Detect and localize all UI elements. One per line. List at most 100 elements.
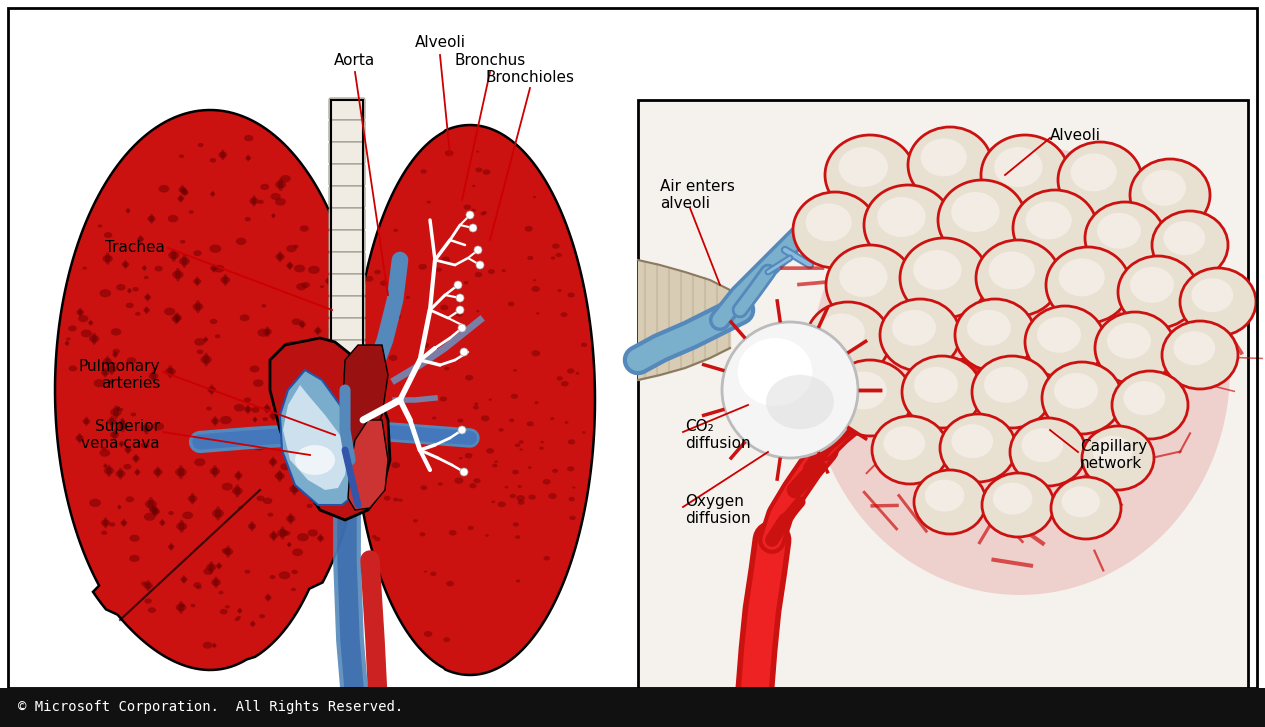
Ellipse shape — [175, 468, 187, 476]
Ellipse shape — [339, 401, 343, 404]
Ellipse shape — [806, 302, 891, 378]
Ellipse shape — [144, 598, 152, 603]
Ellipse shape — [168, 252, 180, 260]
Ellipse shape — [148, 373, 158, 379]
Ellipse shape — [531, 286, 540, 292]
Ellipse shape — [330, 449, 336, 462]
Ellipse shape — [218, 562, 220, 570]
Ellipse shape — [1163, 321, 1238, 389]
Ellipse shape — [153, 422, 164, 430]
Ellipse shape — [77, 433, 82, 443]
Ellipse shape — [419, 264, 426, 270]
Text: Air enters
alveoli: Air enters alveoli — [660, 179, 735, 212]
Ellipse shape — [262, 304, 266, 308]
Ellipse shape — [315, 496, 321, 509]
Ellipse shape — [388, 355, 397, 361]
Ellipse shape — [249, 366, 259, 372]
Ellipse shape — [200, 356, 211, 364]
Ellipse shape — [473, 406, 479, 409]
Ellipse shape — [497, 502, 506, 507]
Ellipse shape — [476, 227, 479, 229]
Ellipse shape — [211, 191, 214, 197]
Ellipse shape — [567, 466, 574, 471]
Ellipse shape — [178, 520, 185, 533]
Ellipse shape — [119, 442, 124, 446]
FancyBboxPatch shape — [329, 252, 366, 274]
Ellipse shape — [94, 379, 105, 387]
Ellipse shape — [474, 403, 478, 405]
Ellipse shape — [526, 422, 534, 426]
Ellipse shape — [331, 496, 342, 503]
Ellipse shape — [839, 147, 888, 187]
Ellipse shape — [132, 456, 140, 461]
Ellipse shape — [476, 150, 479, 153]
Ellipse shape — [118, 506, 121, 508]
Ellipse shape — [244, 135, 253, 141]
Ellipse shape — [474, 246, 482, 254]
Text: Trachea: Trachea — [105, 241, 164, 255]
Ellipse shape — [509, 419, 514, 422]
Ellipse shape — [100, 449, 110, 457]
FancyBboxPatch shape — [329, 274, 366, 296]
Ellipse shape — [951, 424, 993, 458]
Ellipse shape — [216, 563, 223, 568]
Ellipse shape — [1054, 373, 1098, 409]
Ellipse shape — [364, 489, 371, 493]
Ellipse shape — [511, 394, 517, 399]
Ellipse shape — [939, 180, 1026, 260]
Ellipse shape — [237, 616, 240, 619]
Ellipse shape — [993, 483, 1032, 515]
Ellipse shape — [196, 436, 206, 443]
Ellipse shape — [220, 416, 231, 425]
Ellipse shape — [213, 644, 216, 647]
Ellipse shape — [205, 337, 207, 342]
Ellipse shape — [277, 425, 283, 428]
Ellipse shape — [154, 507, 158, 517]
Ellipse shape — [473, 478, 481, 483]
Ellipse shape — [486, 534, 490, 537]
Ellipse shape — [182, 187, 186, 196]
Ellipse shape — [902, 356, 982, 428]
Ellipse shape — [469, 483, 477, 489]
Ellipse shape — [176, 523, 187, 530]
Ellipse shape — [476, 310, 479, 313]
Ellipse shape — [1152, 211, 1228, 279]
Ellipse shape — [195, 338, 205, 346]
Text: Bronchus: Bronchus — [454, 53, 526, 68]
Ellipse shape — [194, 278, 201, 284]
Ellipse shape — [548, 493, 557, 499]
Ellipse shape — [271, 411, 276, 421]
Ellipse shape — [206, 406, 211, 411]
Ellipse shape — [195, 300, 201, 313]
Ellipse shape — [105, 356, 110, 366]
Text: Bronchioles: Bronchioles — [486, 70, 574, 85]
Ellipse shape — [168, 545, 175, 549]
Ellipse shape — [921, 138, 966, 177]
Ellipse shape — [196, 585, 201, 590]
Ellipse shape — [180, 194, 182, 203]
Ellipse shape — [168, 215, 178, 222]
Ellipse shape — [288, 261, 292, 270]
Polygon shape — [280, 370, 362, 505]
Ellipse shape — [1082, 426, 1154, 490]
Ellipse shape — [185, 189, 187, 196]
Ellipse shape — [449, 530, 457, 536]
Ellipse shape — [242, 430, 248, 443]
Ellipse shape — [424, 353, 429, 356]
Ellipse shape — [420, 169, 426, 174]
Ellipse shape — [286, 442, 293, 447]
Ellipse shape — [192, 303, 204, 310]
Ellipse shape — [1009, 418, 1085, 486]
Ellipse shape — [469, 440, 478, 446]
Ellipse shape — [168, 511, 173, 515]
Ellipse shape — [190, 493, 195, 505]
Ellipse shape — [440, 396, 447, 401]
Ellipse shape — [1164, 221, 1206, 255]
Ellipse shape — [877, 197, 926, 237]
Ellipse shape — [420, 486, 428, 490]
Ellipse shape — [68, 326, 77, 332]
Ellipse shape — [148, 497, 154, 511]
Polygon shape — [342, 345, 388, 450]
Ellipse shape — [864, 185, 953, 265]
Ellipse shape — [239, 314, 249, 321]
